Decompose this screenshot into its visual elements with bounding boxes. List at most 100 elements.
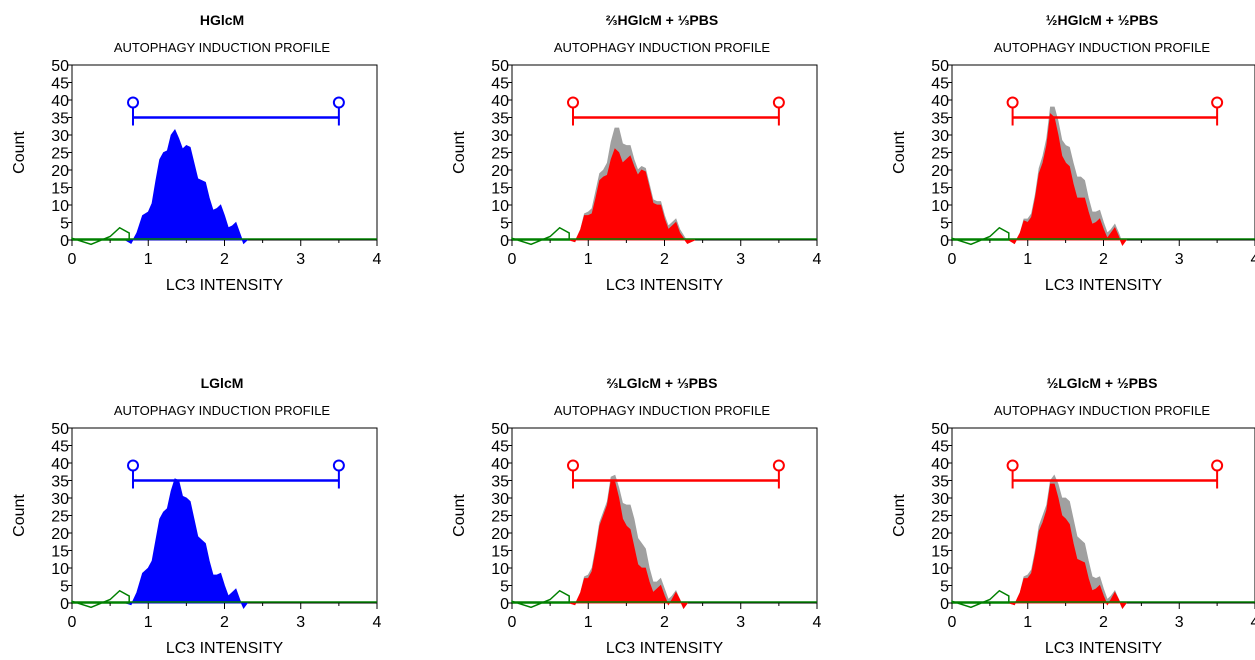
histogram-series-1 xyxy=(71,226,130,246)
plot-frame xyxy=(71,427,378,604)
gate-handle xyxy=(1006,459,1019,472)
x-axis-label: LC3 INTENSITY xyxy=(1045,277,1163,294)
y-tick-label: 25 xyxy=(51,509,69,526)
y-tick-label: 20 xyxy=(491,526,509,543)
y-tick-label: 45 xyxy=(931,439,949,456)
panel-title: HGlcM xyxy=(199,12,245,28)
x-tick-label: 2 xyxy=(660,251,669,268)
y-axis-label: Count xyxy=(451,494,468,537)
gate-handle xyxy=(332,459,345,472)
gate-handle xyxy=(1006,96,1019,109)
panel-title: ½LGlcM + ½PBS xyxy=(1046,375,1158,391)
x-tick-label: 2 xyxy=(220,251,229,268)
y-tick-label: 10 xyxy=(931,561,949,578)
histogram-series-1 xyxy=(1007,113,1128,247)
y-tick-label: 30 xyxy=(931,491,949,508)
x-tick-label: 4 xyxy=(373,614,382,631)
histogram-series-1 xyxy=(71,589,130,609)
panel-title: ½HGlcM + ½PBS xyxy=(1045,12,1159,28)
histogram-series-0 xyxy=(125,478,249,610)
y-tick-label: 5 xyxy=(500,216,509,233)
x-tick-label: 4 xyxy=(1251,614,1255,631)
y-tick-label: 45 xyxy=(491,76,509,93)
x-tick-label: 3 xyxy=(736,251,745,268)
y-tick-label: 5 xyxy=(60,216,69,233)
x-tick-label: 0 xyxy=(508,251,517,268)
y-tick-label: 30 xyxy=(491,491,509,508)
y-tick-label: 25 xyxy=(931,509,949,526)
x-axis-label: LC3 INTENSITY xyxy=(166,277,284,294)
panel-half-hglcm: ½HGlcM + ½PBS AUTOPHAGY INDUCTION PROFIL… xyxy=(880,0,1255,310)
plot-frame xyxy=(511,64,818,241)
x-axis-label: LC3 INTENSITY xyxy=(606,277,724,294)
y-tick-label: 50 xyxy=(51,58,69,75)
x-tick-label: 4 xyxy=(813,251,822,268)
y-tick-label: 20 xyxy=(931,163,949,180)
gate-handle xyxy=(127,96,139,109)
y-tick-label: 0 xyxy=(60,233,69,250)
x-axis-label: LC3 INTENSITY xyxy=(166,640,284,655)
y-tick-label: 5 xyxy=(940,579,949,596)
gate-handle xyxy=(772,96,785,109)
y-tick-label: 15 xyxy=(51,544,69,561)
y-tick-label: 35 xyxy=(491,111,509,128)
y-tick-label: 20 xyxy=(51,163,69,180)
y-tick-label: 40 xyxy=(51,456,69,473)
gate-handle xyxy=(127,459,139,472)
x-tick-label: 0 xyxy=(948,614,957,631)
y-tick-label: 20 xyxy=(491,163,509,180)
histogram-series-0 xyxy=(123,128,249,245)
y-axis-label: Count xyxy=(891,131,908,174)
y-tick-label: 40 xyxy=(931,456,949,473)
y-tick-label: 35 xyxy=(931,111,949,128)
x-tick-label: 1 xyxy=(584,614,593,631)
y-tick-label: 15 xyxy=(931,544,949,561)
y-tick-label: 25 xyxy=(931,146,949,163)
x-tick-label: 0 xyxy=(68,614,77,631)
panel-two-thirds-lglcm: ⅔LGlcM + ⅓PBS AUTOPHAGY INDUCTION PROFIL… xyxy=(440,363,840,657)
panel-subtitle: AUTOPHAGY INDUCTION PROFILE xyxy=(993,403,1211,418)
histogram-series-2 xyxy=(511,226,570,246)
x-tick-label: 1 xyxy=(1023,614,1032,631)
gate-handle xyxy=(567,459,579,472)
plot-frame xyxy=(71,64,378,241)
y-tick-label: 20 xyxy=(931,526,949,543)
y-tick-label: 25 xyxy=(51,146,69,163)
histogram-series-1 xyxy=(1008,483,1128,610)
x-tick-label: 2 xyxy=(1099,614,1108,631)
plot-frame xyxy=(511,427,818,604)
y-tick-label: 35 xyxy=(51,111,69,128)
gate-handle xyxy=(332,96,345,109)
y-tick-label: 45 xyxy=(931,76,949,93)
x-axis-label: LC3 INTENSITY xyxy=(1045,640,1163,655)
plot-frame xyxy=(951,64,1255,241)
y-tick-label: 45 xyxy=(51,439,69,456)
y-tick-label: 15 xyxy=(491,181,509,198)
y-tick-label: 30 xyxy=(931,128,949,145)
y-tick-label: 20 xyxy=(51,526,69,543)
y-tick-label: 30 xyxy=(51,128,69,145)
panel-subtitle: AUTOPHAGY INDUCTION PROFILE xyxy=(113,40,331,55)
panel-half-lglcm: ½LGlcM + ½PBS AUTOPHAGY INDUCTION PROFIL… xyxy=(880,363,1255,657)
y-axis-label: Count xyxy=(11,494,28,537)
y-tick-label: 0 xyxy=(500,596,509,613)
y-tick-label: 15 xyxy=(51,181,69,198)
y-tick-label: 15 xyxy=(931,181,949,198)
panel-subtitle: AUTOPHAGY INDUCTION PROFILE xyxy=(553,403,771,418)
panel-subtitle: AUTOPHAGY INDUCTION PROFILE xyxy=(553,40,771,55)
y-tick-label: 45 xyxy=(51,76,69,93)
y-tick-label: 0 xyxy=(500,233,509,250)
y-tick-label: 50 xyxy=(931,421,949,438)
y-tick-label: 30 xyxy=(51,491,69,508)
gate-handle xyxy=(567,96,579,109)
panel-title: ⅔LGlcM + ⅓PBS xyxy=(606,375,718,391)
y-tick-label: 35 xyxy=(51,474,69,491)
y-axis-label: Count xyxy=(451,131,468,174)
panel-title: LGlcM xyxy=(200,375,244,391)
y-tick-label: 50 xyxy=(491,58,509,75)
